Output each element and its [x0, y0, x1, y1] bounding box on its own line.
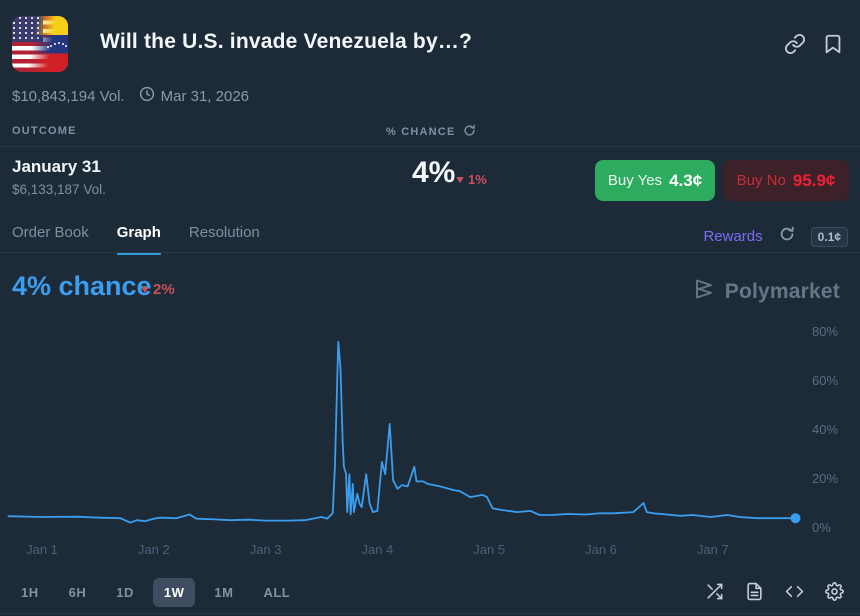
x-tick-label: Jan 4: [361, 542, 394, 557]
venezuela-flag-overlay: [12, 16, 68, 72]
total-volume: $10,843,194 Vol.: [12, 87, 125, 105]
chart-chance-value: 4% chance: [12, 271, 152, 301]
x-tick-label: Jan 5: [473, 542, 506, 557]
y-tick-label: 20%: [812, 471, 839, 486]
table-header-divider: [0, 146, 860, 147]
x-tick-label: Jan 7: [696, 542, 729, 557]
x-tick-label: Jan 1: [26, 542, 58, 557]
buy-no-label: Buy No: [736, 172, 786, 189]
chart-change-badge: 2%: [141, 281, 175, 298]
buy-yes-button[interactable]: Buy Yes 4.3¢: [595, 160, 715, 201]
tab-resolution[interactable]: Resolution: [188, 224, 260, 241]
end-date: Mar 31, 2026: [160, 87, 249, 105]
chart-change-value: 2%: [153, 281, 175, 298]
outcome-volume: $6,133,187 Vol.: [12, 182, 106, 197]
buy-no-button[interactable]: Buy No 95.9¢: [723, 160, 849, 201]
tabs-divider: [0, 252, 860, 253]
x-tick-label: Jan 2: [137, 542, 170, 557]
range-1d[interactable]: 1D: [116, 585, 134, 600]
price-line: [7, 340, 797, 524]
outcome-name: January 31: [12, 157, 101, 176]
embed-code-icon[interactable]: [785, 582, 804, 601]
outcome-change-badge: 1%: [456, 172, 487, 187]
y-tick-label: 80%: [812, 324, 839, 339]
clock-icon: [139, 86, 155, 106]
range-1w[interactable]: 1W: [152, 578, 196, 607]
spread-badge[interactable]: 0.1¢: [810, 226, 848, 247]
buy-yes-price: 4.3¢: [669, 170, 703, 190]
range-all[interactable]: ALL: [263, 585, 291, 600]
column-header-chance: % CHANCE: [386, 126, 456, 138]
y-tick-label: 60%: [812, 373, 839, 388]
bookmark-icon[interactable]: [822, 33, 844, 55]
rewards-link[interactable]: Rewards: [703, 228, 763, 245]
column-header-outcome: OUTCOME: [12, 125, 77, 137]
range-6h[interactable]: 6H: [68, 585, 87, 600]
venezuela-stars: [50, 45, 52, 47]
time-range-selector: 1H 6H 1D 1W 1M ALL: [10, 578, 301, 607]
polymarket-logo-icon: [692, 277, 716, 306]
outcome-chance: 4%: [412, 156, 456, 189]
compare-shuffle-icon[interactable]: [705, 582, 724, 601]
document-icon[interactable]: [745, 582, 764, 601]
tab-order-book[interactable]: Order Book: [12, 224, 89, 241]
settings-gear-icon[interactable]: [825, 582, 844, 601]
x-tick-label: Jan 6: [585, 542, 617, 557]
y-tick-label: 0%: [812, 520, 831, 535]
x-tick-label: Jan 3: [249, 542, 282, 557]
polymarket-wordmark: Polymarket: [724, 279, 840, 303]
buy-no-price: 95.9¢: [792, 170, 836, 190]
price-line-end-dot: [790, 513, 801, 524]
down-arrow-icon: [141, 286, 149, 293]
buy-yes-label: Buy Yes: [607, 172, 663, 189]
y-tick-label: 40%: [812, 422, 839, 437]
refresh-icon[interactable]: [779, 226, 795, 247]
outcome-change-value: 1%: [468, 172, 487, 187]
page-title: Will the U.S. invade Venezuela by…?: [100, 30, 473, 53]
market-flag-icon: [12, 16, 68, 72]
tab-graph[interactable]: Graph: [116, 224, 161, 255]
range-1h[interactable]: 1H: [21, 585, 39, 600]
down-arrow-icon: [456, 176, 464, 183]
polymarket-watermark: Polymarket: [692, 277, 840, 306]
range-1m[interactable]: 1M: [214, 585, 234, 600]
share-link-icon[interactable]: [784, 33, 806, 55]
refresh-icon[interactable]: [463, 124, 476, 140]
bottom-divider: [0, 613, 860, 614]
